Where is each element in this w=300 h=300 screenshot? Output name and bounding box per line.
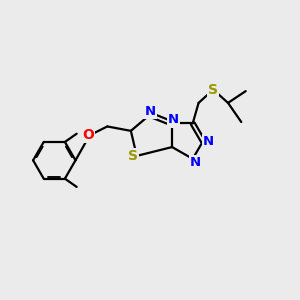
Text: N: N [168, 113, 179, 127]
Text: N: N [144, 105, 156, 118]
Text: S: S [208, 82, 218, 97]
Text: S: S [128, 149, 138, 163]
Text: O: O [82, 128, 94, 142]
Text: N: N [203, 135, 214, 148]
Text: N: N [190, 156, 201, 169]
